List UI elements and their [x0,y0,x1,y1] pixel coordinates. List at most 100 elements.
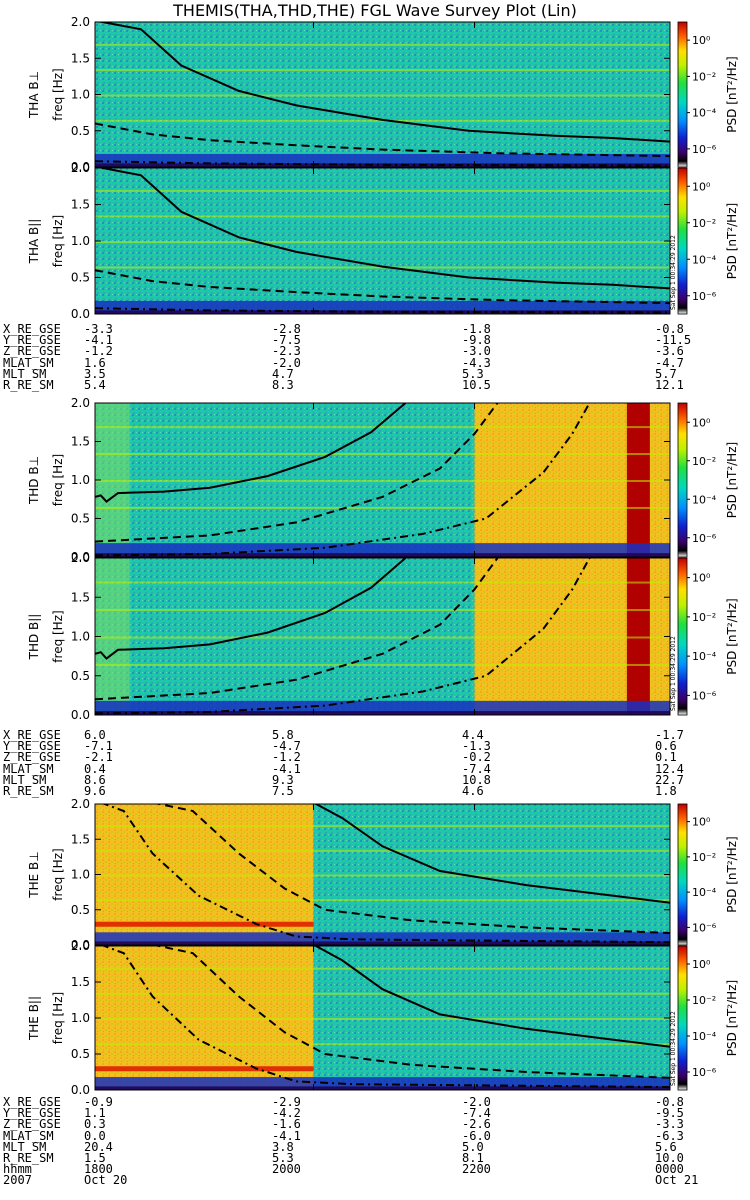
fce-line [97,168,670,290]
spectrogram-band [95,899,670,902]
colorbar-tick-label: 10⁻⁴ [692,650,717,663]
spectrogram-band [95,849,670,852]
colorbar-label: PSD [nT²/Hz] [725,598,739,674]
timestamp-stamp: Sat Sep 1 00:34:29 2012 [670,636,677,711]
ephemeris-column: -3.3 -4.1 -1.2 1.6 3.5 5.4 [84,322,113,393]
colorbar-tick-label: 10⁻² [692,70,716,83]
spectrogram-line-feature [95,1066,314,1072]
spectrogram-band [95,636,670,639]
he-line [95,269,670,305]
spectrogram-band [95,506,670,509]
y-tick-label: 2.0 [71,797,90,811]
colorbar-tick-label: 10⁰ [692,958,711,971]
ephemeris-column: -1.8 -9.8 -3.0 -4.3 5.3 10.5 [462,322,491,393]
timestamp-stamp: Sat Sep 1 00:34:29 2012 [670,1011,677,1086]
spectrogram-band [95,1018,670,1020]
panel-label: THD B|| [27,614,41,661]
panel-ylabel: freq [Hz] [51,454,65,506]
panel-the-bpar: 2.0 1.5 1.0 0.5 0.0 THE B|| freq [Hz] 10⁰ 10⁻² 10… [27,939,739,1097]
panel-label: THE B⊥ [27,851,41,898]
spectrogram-band [95,874,670,877]
spectrogram-band [95,189,670,192]
spectrogram-band [95,241,670,243]
panel-area [95,168,670,314]
colorbar-tick-label: 10⁻² [692,851,716,864]
ephemeris-labels: X_RE_GSE Y_RE_GSE Z_RE_GSE MLAT_SM MLT_S… [3,322,61,393]
y-tick-label: 1.5 [71,51,90,65]
colorbar [677,803,688,946]
y-tick-label: 0.5 [71,669,90,683]
spectrogram-band [95,1043,670,1046]
spectrogram-band [95,992,670,995]
ephemeris-column: -2.8 -7.5 -2.3 -2.0 4.7 8.3 [272,322,301,393]
panel-ylabel: freq [Hz] [51,848,65,900]
fce-line [95,403,407,503]
ephemeris-labels: X_RE_GSE Y_RE_GSE Z_RE_GSE MLAT_SM MLT_S… [3,728,61,799]
ephemeris-column: -0.8 -11.5 -3.6 -4.7 5.7 12.1 [655,322,692,393]
ephemeris-column: -0.8 -9.5 -3.3 -6.3 5.6 10.0 0000 Oct 21 [655,1095,699,1188]
plot-title: THEMIS(THA,THD,THE) FGL Wave Survey Plot… [173,1,577,20]
colorbar-tick-label: 10⁻⁴ [692,493,717,506]
colorbar-tick-label: 10⁻⁴ [692,253,717,266]
ephemeris-column: 4.4 -1.3 -0.2 -7.4 10.8 4.6 [462,728,491,799]
y-tick-label: 1.0 [71,473,90,487]
o-line [101,804,670,944]
spectrogram-lowest-freq [95,310,670,314]
spectrogram-band [95,426,670,429]
y-tick-label: 2.0 [71,396,90,410]
ephemeris-column: -2.0 -7.4 -2.6 -6.0 5.0 8.1 2200 [462,1095,491,1177]
y-tick-label: 1.0 [71,868,90,882]
panel-ylabel: freq [Hz] [51,215,65,267]
panel-ylabel: freq [Hz] [51,992,65,1044]
he-line [95,403,499,543]
he-line [95,558,499,701]
spectrogram-band [95,69,670,72]
spectrogram-band [95,43,670,46]
ephemeris-column: -1.7 0.6 0.1 12.4 22.7 1.8 [655,728,684,799]
fce-line [313,946,670,1048]
o-line [95,403,591,557]
y-tick-label: 0.0 [71,550,90,564]
y-tick-label: 0.5 [71,124,90,138]
o-line [101,946,670,1089]
y-tick-label: 1.0 [71,1011,90,1025]
panel-area [95,22,670,167]
colorbar-tick-label: 10⁻² [692,217,716,230]
spectrogram-band [95,453,670,456]
colorbar-tick-label: 10⁻⁶ [692,1066,717,1079]
colorbar-tick-label: 10⁰ [692,816,711,829]
colorbar-label: PSD [nT²/Hz] [725,980,739,1056]
panel-label: THA B⊥ [27,71,41,119]
panel-ylabel: freq [Hz] [51,68,65,120]
spectrogram-band [95,825,670,828]
spectrogram-band [95,215,670,218]
colorbar-tick-label: 10⁻² [692,611,716,624]
ephemeris-labels: X_RE_GSE Y_RE_GSE Z_RE_GSE MLAT_SM MLT_S… [3,1095,61,1188]
colorbar-tick-label: 10⁰ [692,34,711,47]
y-tick-label: 0.5 [71,512,90,526]
o-line [95,558,591,715]
y-tick-label: 0.5 [71,271,90,285]
colorbar [677,557,688,716]
o-line [95,160,670,167]
colorbar-tick-label: 10⁻⁶ [692,921,717,934]
he-line [154,946,670,1079]
fce-line [313,804,670,904]
colorbar [677,945,688,1091]
panel-tha-bpar: 2.0 1.5 1.0 0.5 0.0 THA B|| freq [Hz] 10⁰ 10⁻² 10… [27,161,739,321]
y-tick-label: 0.0 [71,708,90,722]
spectrogram-band [95,609,670,612]
spectrogram-line-feature [95,921,314,927]
y-tick-label: 1.5 [71,435,90,449]
y-tick-label: 0.0 [71,938,90,952]
colorbar-label: PSD [nT²/Hz] [725,442,739,518]
colorbar-tick-label: 10⁻² [692,994,716,1007]
colorbar-tick-label: 10⁰ [692,416,711,429]
y-tick-label: 1.5 [71,198,90,212]
he-line [154,804,670,934]
panel-label: THA B|| [27,219,41,265]
panel-area [95,558,670,715]
fce-line [95,558,407,660]
y-tick-label: 2.0 [71,15,90,29]
y-tick-label: 2.0 [71,161,90,175]
